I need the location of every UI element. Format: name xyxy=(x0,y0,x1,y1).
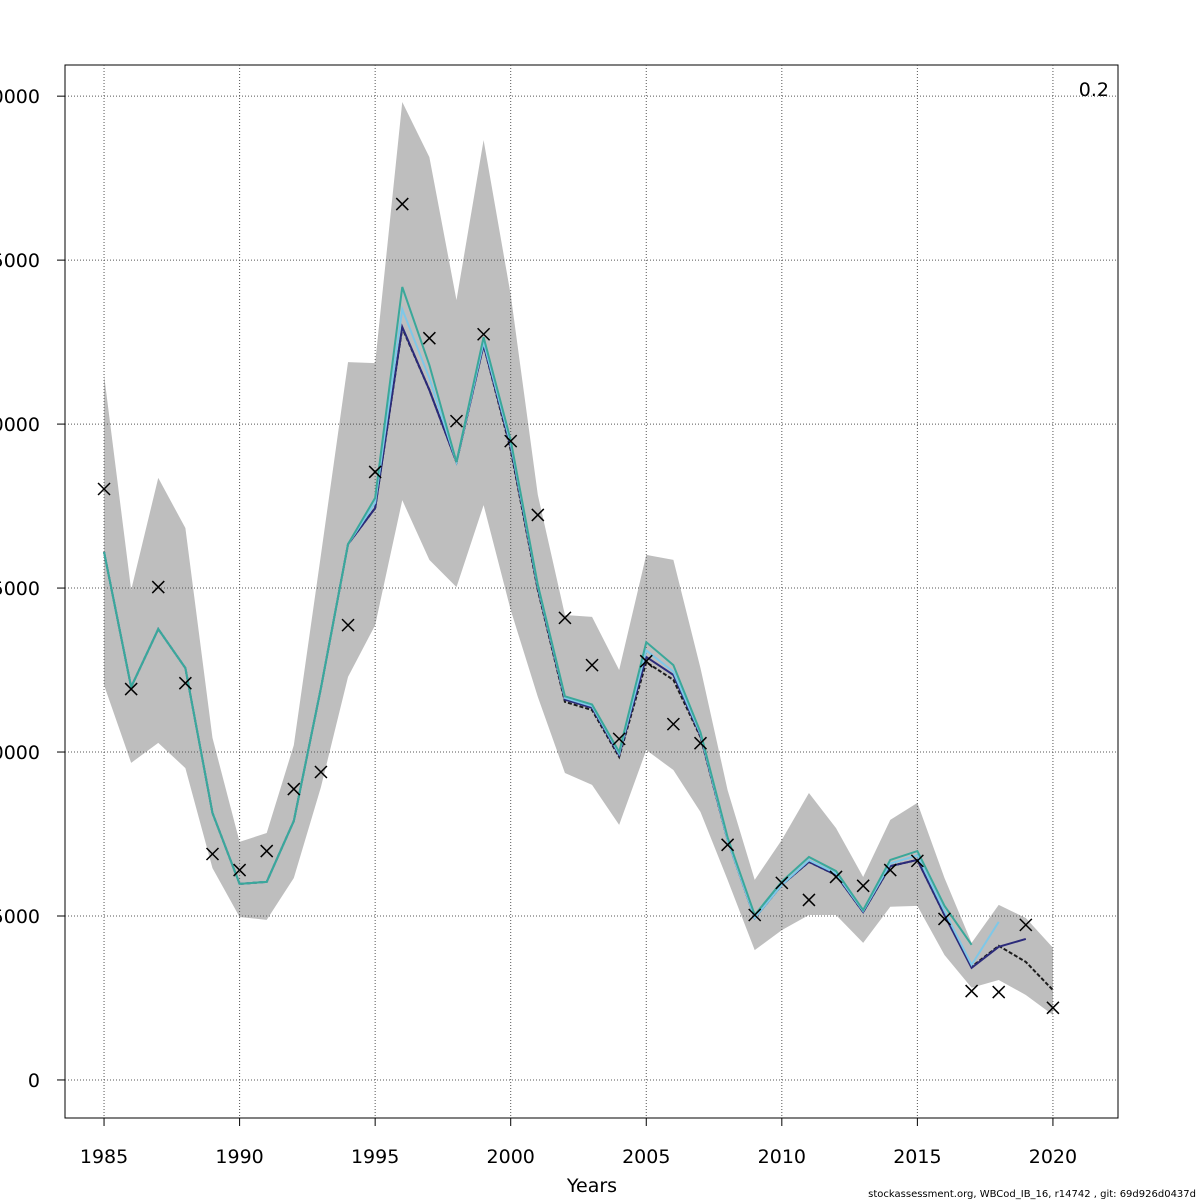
observation xyxy=(910,854,924,868)
observation xyxy=(233,863,247,877)
observation xyxy=(829,870,843,884)
x-tick-label: 2020 xyxy=(1029,1146,1077,1168)
footer: stockassessment.org, WBCod_IB_16, r14742… xyxy=(868,1189,1196,1200)
observation xyxy=(504,434,518,448)
observation xyxy=(802,893,816,907)
observation xyxy=(1046,1001,1060,1015)
x-tick-label: 2000 xyxy=(487,1146,535,1168)
observation xyxy=(205,847,220,861)
observation xyxy=(937,912,952,926)
observation xyxy=(965,984,979,998)
observation xyxy=(775,876,789,890)
x-tick-label: 2010 xyxy=(758,1146,806,1168)
x-tick-label: 1995 xyxy=(351,1146,399,1168)
plot-frame xyxy=(64,64,1119,1119)
observation xyxy=(477,327,491,341)
x-tick-label: 2015 xyxy=(893,1146,941,1168)
observation xyxy=(151,580,165,594)
observation xyxy=(531,508,545,522)
observation xyxy=(721,838,735,852)
observation xyxy=(97,482,111,496)
y-tick-label: 15000 xyxy=(0,578,40,600)
observation xyxy=(639,654,653,668)
observation xyxy=(693,736,708,750)
observation xyxy=(341,618,355,632)
series-line xyxy=(103,286,973,946)
observation xyxy=(558,611,572,625)
y-tick-label: 5000 xyxy=(0,906,40,928)
y-tick-label: 0 xyxy=(28,1070,40,1092)
observation xyxy=(368,465,382,479)
observation xyxy=(124,682,138,696)
x-axis-label: Years xyxy=(566,1175,617,1197)
x-tick-label: 1990 xyxy=(215,1146,263,1168)
observation xyxy=(449,414,464,428)
x-tick-label: 1985 xyxy=(80,1146,128,1168)
y-tick-label: 20000 xyxy=(0,414,40,436)
observation xyxy=(856,879,870,893)
observation xyxy=(585,658,599,672)
observation xyxy=(883,863,897,877)
observation xyxy=(287,782,301,796)
observation xyxy=(748,908,762,922)
observation xyxy=(1019,918,1033,932)
y-tick-label: 25000 xyxy=(0,250,40,272)
confidence-band xyxy=(104,102,1053,1016)
y-tick-label: 30000 xyxy=(0,86,40,108)
observation xyxy=(992,985,1006,999)
observation xyxy=(314,765,328,779)
annotation: 0.2 xyxy=(1079,79,1109,101)
observation xyxy=(612,732,626,746)
observation xyxy=(260,844,274,858)
observation xyxy=(422,331,436,345)
x-tick-label: 2005 xyxy=(622,1146,670,1168)
y-tick-label: 10000 xyxy=(0,742,40,764)
observation xyxy=(395,197,409,211)
observation xyxy=(666,717,680,731)
observation xyxy=(178,676,192,690)
